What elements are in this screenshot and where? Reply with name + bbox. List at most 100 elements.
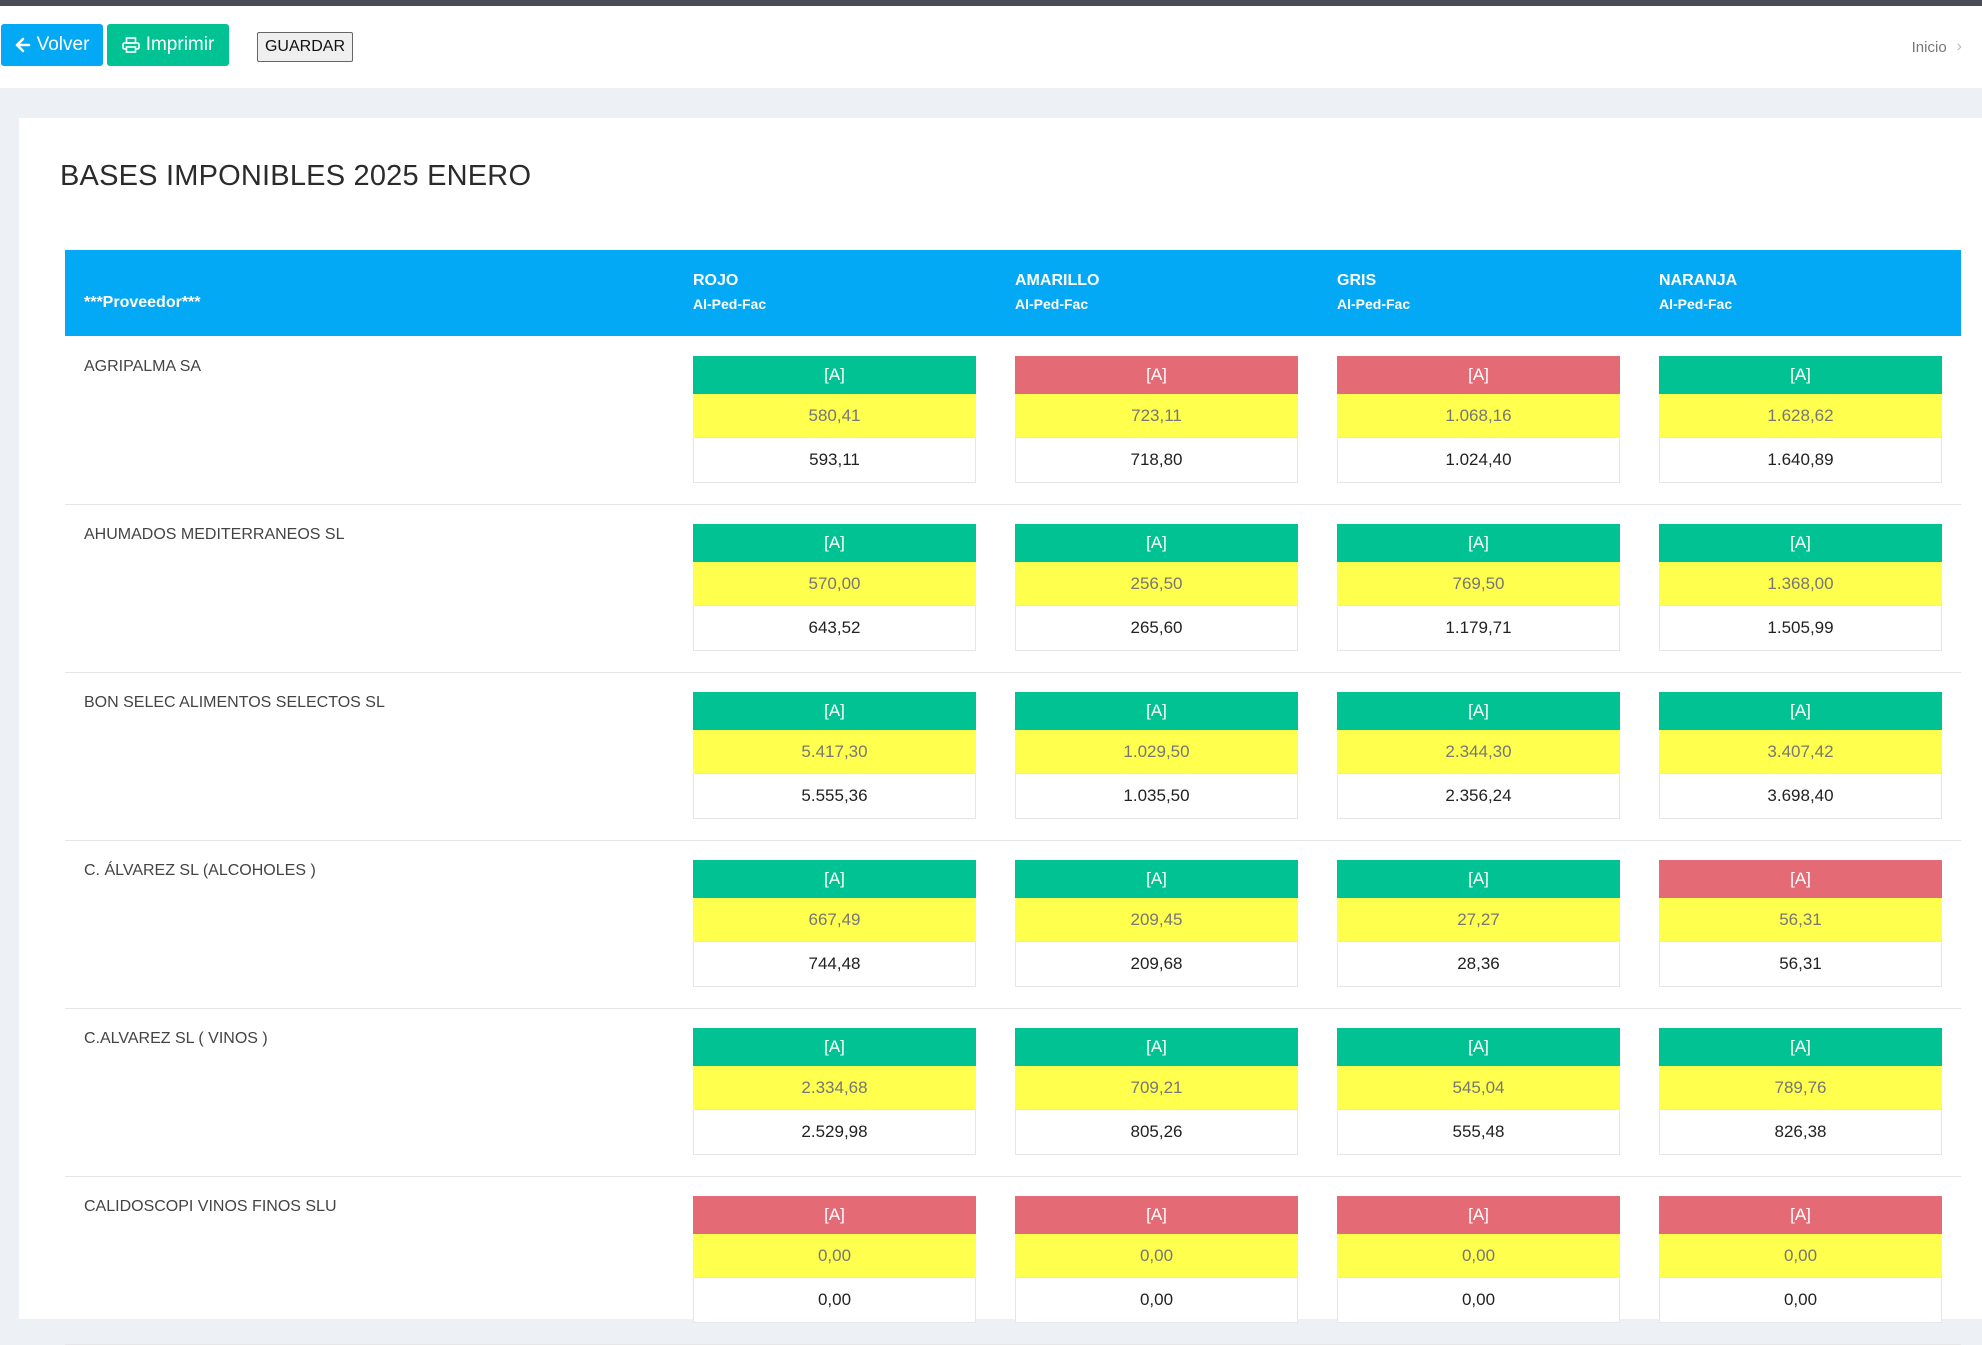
status-badge[interactable]: [A] [1337,692,1620,730]
provider-name: C.ALVAREZ SL ( VINOS ) [84,1030,268,1047]
amount-cell: [A] 1.029,50 1.035,50 [1015,692,1298,819]
status-badge[interactable]: [A] [1015,860,1298,898]
column-header-naranja: NARANJA Al-Ped-Fac [1659,272,1737,312]
factura-amount: 1.024,40 [1337,438,1620,483]
factura-amount: 209,68 [1015,942,1298,987]
pedido-amount: 1.029,50 [1015,730,1298,774]
status-badge[interactable]: [A] [1659,356,1942,394]
status-badge[interactable]: [A] [1015,692,1298,730]
status-badge[interactable]: [A] [1659,860,1942,898]
amount-cell: [A] 3.407,42 3.698,40 [1659,692,1942,819]
column-header-sub: Al-Ped-Fac [693,296,767,312]
pedido-amount: 723,11 [1015,394,1298,438]
status-badge[interactable]: [A] [1337,1028,1620,1066]
factura-amount: 2.356,24 [1337,774,1620,819]
status-badge[interactable]: [A] [693,692,976,730]
breadcrumb: Inicio › [1912,38,1962,56]
column-header-sub: Al-Ped-Fac [1337,296,1411,312]
status-badge[interactable]: [A] [693,860,976,898]
amount-cell: [A] 1.628,62 1.640,89 [1659,356,1942,483]
status-badge[interactable]: [A] [693,1196,976,1234]
amount-cell: [A] 667,49 744,48 [693,860,976,987]
back-button[interactable]: Volver [1,24,103,66]
amount-cell: [A] 0,00 0,00 [1659,1196,1942,1323]
factura-amount: 2.529,98 [693,1110,976,1155]
amount-cell: [A] 1.368,00 1.505,99 [1659,524,1942,651]
provider-name: C. ÁLVAREZ SL (ALCOHOLES ) [84,862,316,879]
provider-name: CALIDOSCOPI VINOS FINOS SLU [84,1198,337,1215]
amount-cell: [A] 0,00 0,00 [693,1196,976,1323]
pedido-amount: 1.628,62 [1659,394,1942,438]
column-header-name: AMARILLO [1015,272,1100,289]
status-badge[interactable]: [A] [693,356,976,394]
pedido-amount: 1.068,16 [1337,394,1620,438]
amount-cell: [A] 2.344,30 2.356,24 [1337,692,1620,819]
amount-cell: [A] 789,76 826,38 [1659,1028,1942,1155]
pedido-amount: 0,00 [1659,1234,1942,1278]
amount-cell: [A] 769,50 1.179,71 [1337,524,1620,651]
pedido-amount: 789,76 [1659,1066,1942,1110]
pedido-amount: 1.368,00 [1659,562,1942,606]
status-badge[interactable]: [A] [1015,356,1298,394]
status-badge[interactable]: [A] [693,1028,976,1066]
pedido-amount: 667,49 [693,898,976,942]
factura-amount: 643,52 [693,606,976,651]
provider-name: AGRIPALMA SA [84,358,202,375]
status-badge[interactable]: [A] [1337,356,1620,394]
column-header-name: GRIS [1337,272,1377,289]
provider-name: BON SELEC ALIMENTOS SELECTOS SL [84,694,385,711]
chevron-right-icon: › [1956,38,1962,55]
amount-cell: [A] 709,21 805,26 [1015,1028,1298,1155]
factura-amount: 0,00 [1337,1278,1620,1323]
status-badge[interactable]: [A] [1337,1196,1620,1234]
amount-cell: [A] 1.068,16 1.024,40 [1337,356,1620,483]
status-badge[interactable]: [A] [1015,1196,1298,1234]
factura-amount: 0,00 [1659,1278,1942,1323]
amount-cell: [A] 0,00 0,00 [1337,1196,1620,1323]
pedido-amount: 2.334,68 [693,1066,976,1110]
factura-amount: 0,00 [693,1278,976,1323]
column-header-amarillo: AMARILLO Al-Ped-Fac [1015,272,1099,312]
pedido-amount: 5.417,30 [693,730,976,774]
status-badge[interactable]: [A] [1015,1028,1298,1066]
print-button[interactable]: Imprimir [107,24,229,66]
status-badge[interactable]: [A] [1659,1196,1942,1234]
column-header-name: ROJO [693,272,739,289]
column-header-name: NARANJA [1659,272,1738,289]
save-button[interactable]: GUARDAR [257,32,353,62]
status-badge[interactable]: [A] [1337,860,1620,898]
column-header-sub: Al-Ped-Fac [1015,296,1089,312]
amount-cell: [A] 570,00 643,52 [693,524,976,651]
pedido-amount: 0,00 [1015,1234,1298,1278]
table-row: BON SELEC ALIMENTOS SELECTOS SL [A] 5.417,… [65,672,1961,841]
pedido-amount: 3.407,42 [1659,730,1942,774]
factura-amount: 593,11 [693,438,976,483]
factura-amount: 265,60 [1015,606,1298,651]
pedido-amount: 0,00 [693,1234,976,1278]
status-badge[interactable]: [A] [693,524,976,562]
factura-amount: 3.698,40 [1659,774,1942,819]
amount-cell: [A] 723,11 718,80 [1015,356,1298,483]
pedido-amount: 56,31 [1659,898,1942,942]
top-accent-line [0,0,1982,6]
amount-cell: [A] 256,50 265,60 [1015,524,1298,651]
pedido-amount: 545,04 [1337,1066,1620,1110]
breadcrumb-home-link[interactable]: Inicio [1911,38,1947,56]
status-badge[interactable]: [A] [1015,524,1298,562]
provider-column-header: ***Proveedor*** [84,294,201,311]
factura-amount: 5.555,36 [693,774,976,819]
status-badge[interactable]: [A] [1659,692,1942,730]
factura-amount: 805,26 [1015,1110,1298,1155]
provider-name: AHUMADOS MEDITERRANEOS SL [84,526,345,543]
factura-amount: 1.640,89 [1659,438,1942,483]
pedido-amount: 570,00 [693,562,976,606]
table-row: C.ALVAREZ SL ( VINOS ) [A] 2.334,68 2.529,9… [65,1008,1961,1177]
factura-amount: 555,48 [1337,1110,1620,1155]
table-row: C. ÁLVAREZ SL (ALCOHOLES ) [A] 667,49 744,4… [65,840,1961,1009]
factura-amount: 1.179,71 [1337,606,1620,651]
status-badge[interactable]: [A] [1659,524,1942,562]
pedido-amount: 27,27 [1337,898,1620,942]
status-badge[interactable]: [A] [1337,524,1620,562]
status-badge[interactable]: [A] [1659,1028,1942,1066]
table-row: AHUMADOS MEDITERRANEOS SL [A] 570,00 643,52… [65,504,1961,673]
